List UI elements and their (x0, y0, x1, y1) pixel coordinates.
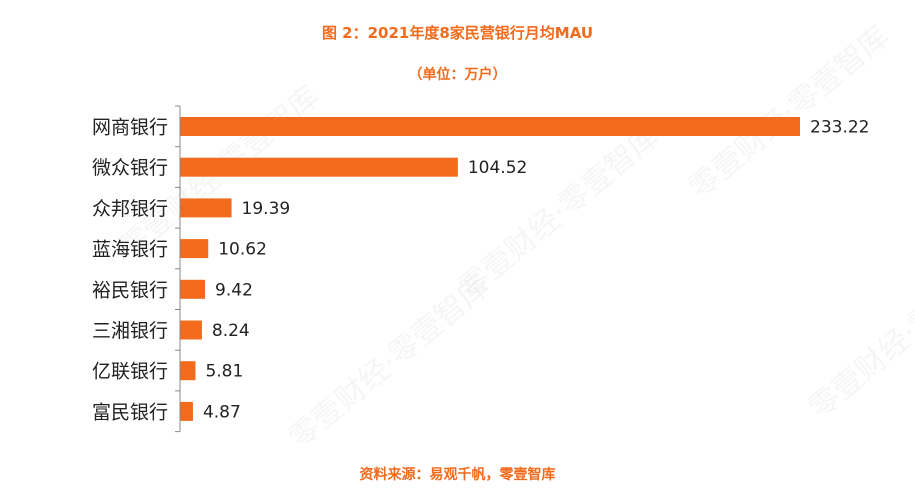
category-label: 裕民银行 (92, 279, 168, 301)
category-label: 三湘银行 (92, 320, 168, 342)
value-label: 5.81 (205, 362, 243, 382)
watermark-layer: 零壹财经·零壹智库零壹财经·零壹智库零壹财经·零壹智库零壹财经·零壹智库零壹财经… (113, 19, 915, 456)
bar-6 (180, 361, 196, 381)
category-label: 微众银行 (92, 157, 168, 179)
value-label: 233.22 (810, 118, 869, 138)
value-label: 104.52 (468, 158, 527, 178)
labels-group: 网商银行 233.22 微众银行 104.52 众邦银行 19.39 蓝海银行 10.62 裕民… (92, 117, 870, 424)
chart-title: 图 2：2021年度8家民营银行月均MAU (321, 24, 594, 42)
bar-4 (180, 279, 206, 299)
category-label: 网商银行 (92, 117, 168, 139)
bar-7 (180, 401, 193, 421)
bar-3 (180, 239, 209, 259)
chart-source: 资料来源：易观千帆，零壹智库 (359, 467, 556, 483)
category-label: 亿联银行 (92, 361, 168, 383)
bar-1 (180, 157, 458, 177)
category-label: 富民银行 (92, 401, 168, 423)
bar-2 (180, 198, 232, 218)
value-label: 19.39 (242, 199, 291, 219)
bar-5 (180, 320, 202, 340)
category-label: 蓝海银行 (92, 239, 168, 261)
watermark-text: 零壹财经·零壹智库 (803, 239, 915, 426)
watermark-text: 零壹财经·零壹智库 (683, 19, 897, 206)
value-label: 9.42 (215, 280, 253, 300)
value-label: 8.24 (212, 321, 250, 341)
category-label: 众邦银行 (92, 198, 168, 220)
watermark-text: 零壹财经·零壹智库 (453, 119, 667, 306)
bar-0 (180, 117, 800, 136)
watermark-text: 零壹财经·零壹智库 (283, 269, 497, 456)
value-label: 10.62 (218, 240, 267, 260)
y-axis (175, 105, 181, 433)
chart-subtitle: （单位：万户） (408, 67, 507, 83)
value-label: 4.87 (203, 402, 241, 422)
bars-group (180, 117, 800, 421)
